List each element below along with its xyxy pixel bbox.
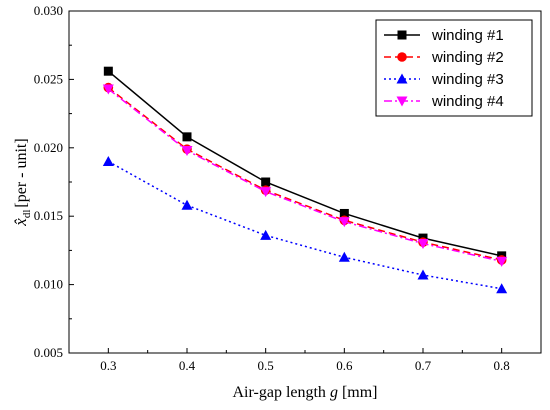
data-point <box>417 269 429 280</box>
data-point <box>417 239 429 250</box>
legend-label: winding #3 <box>431 71 504 88</box>
y-tick-label: 0.030 <box>34 3 63 18</box>
y-axis-title-unit: [per - unit] <box>13 138 30 207</box>
series-line <box>107 87 502 261</box>
data-point <box>339 208 349 218</box>
x-axis-title-suffix: [mm] <box>338 384 378 401</box>
legend-label: winding #2 <box>431 49 504 66</box>
legend: winding #1 winding #2 winding #3 winding #4 <box>375 19 533 117</box>
legend-label: winding #1 <box>431 27 504 44</box>
y-tick-label: 0.005 <box>34 345 63 360</box>
data-point <box>181 199 193 210</box>
data-point <box>260 229 272 240</box>
data-point <box>261 177 271 187</box>
series-3 <box>102 155 508 294</box>
y-tick-label: 0.015 <box>34 208 63 223</box>
data-point <box>260 187 272 198</box>
y-tick-label: 0.020 <box>34 140 63 155</box>
legend-marker <box>397 52 407 62</box>
legend-marker <box>396 73 408 84</box>
data-point <box>102 155 114 166</box>
y-tick-label: 0.025 <box>34 71 63 86</box>
x-axis-title: Air-gap length g [mm] <box>233 384 378 401</box>
y-tick-label: 0.010 <box>34 277 63 292</box>
x-tick-label: 0.7 <box>415 358 432 373</box>
y-axis-title: x̂dl [per - unit] <box>11 138 33 226</box>
x-axis-title-prefix: Air-gap length <box>233 384 330 401</box>
series-line <box>107 70 502 257</box>
x-tick-label: 0.8 <box>494 358 510 373</box>
data-point <box>338 217 350 228</box>
legend-item: winding #3 <box>384 71 504 88</box>
data-point <box>496 256 508 267</box>
legend-marker <box>396 96 408 107</box>
data-point <box>102 84 114 95</box>
axis-ticks: 0.3 0.4 0.5 0.6 0.7 0.8 0.005 0.010 0.015 0.020 0.… <box>34 3 510 373</box>
x-tick-label: 0.6 <box>336 358 353 373</box>
series-4 <box>102 84 508 267</box>
data-point <box>338 251 350 262</box>
series-layer <box>102 66 508 294</box>
x-tick-label: 0.5 <box>258 358 274 373</box>
data-point <box>181 146 193 157</box>
legend-marker <box>397 30 407 40</box>
y-axis-title-symbol: x̂ <box>11 218 30 227</box>
series-line <box>107 160 502 290</box>
x-tick-label: 0.4 <box>179 358 196 373</box>
legend-item: winding #1 <box>384 27 504 44</box>
data-point <box>103 66 113 76</box>
data-point <box>182 132 192 142</box>
legend-item: winding #2 <box>384 49 504 66</box>
y-axis-title-subscript: dl <box>21 210 33 219</box>
legend-label: winding #4 <box>431 93 504 110</box>
series-line <box>107 88 502 263</box>
legend-item: winding #4 <box>384 93 504 110</box>
x-axis-title-variable: g <box>330 384 338 401</box>
x-tick-label: 0.3 <box>100 358 116 373</box>
data-point <box>496 283 508 294</box>
